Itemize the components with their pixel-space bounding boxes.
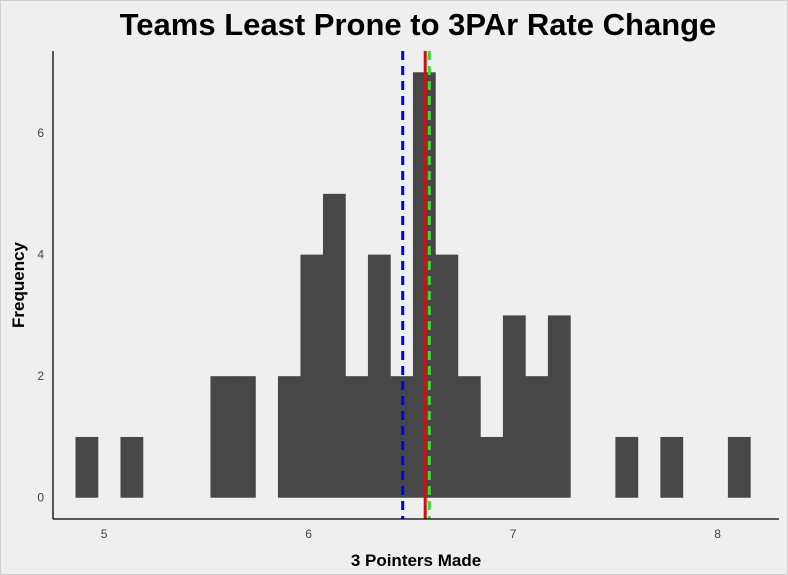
x-tick-label: 6 [305, 527, 312, 541]
histogram-bar-13 [457, 376, 481, 498]
histogram-bar-2 [120, 436, 144, 498]
reference-lines-group [401, 51, 431, 519]
histogram-bar-6 [300, 254, 324, 498]
y-tick-label: 2 [37, 369, 44, 383]
histogram-bar-9 [367, 254, 391, 498]
histogram-bar-20 [727, 436, 751, 498]
bars-group [75, 72, 751, 498]
y-tick-labels: 0 2 4 6 [37, 126, 44, 505]
histogram-bar-5 [277, 376, 301, 498]
histogram-bar-19 [660, 436, 684, 498]
x-tick-label: 7 [510, 527, 517, 541]
histogram-bar-15 [502, 315, 526, 498]
histogram-bar-14 [480, 436, 504, 498]
x-axis-title: 3 Pointers Made [351, 551, 481, 570]
histogram-bar-8 [345, 376, 369, 498]
chart-title: Teams Least Prone to 3PAr Rate Change [120, 7, 717, 42]
y-axis-title: Frequency [9, 241, 28, 328]
y-tick-label: 4 [37, 248, 44, 262]
histogram-bar-3 [210, 376, 234, 498]
x-tick-label: 8 [714, 527, 721, 541]
histogram-bar-1 [75, 436, 99, 498]
y-tick-label: 0 [37, 491, 44, 505]
x-tick-label: 5 [101, 527, 108, 541]
x-tick-labels: 5 6 7 8 [101, 527, 722, 541]
histogram-bar-18 [615, 436, 639, 498]
histogram-bar-17 [547, 315, 571, 498]
y-tick-label: 6 [37, 126, 44, 140]
histogram-bar-12 [435, 254, 459, 498]
histogram-bar-4 [232, 376, 256, 498]
histogram-bar-7 [322, 193, 346, 498]
histogram-bar-16 [525, 376, 549, 498]
histogram-bar-10 [390, 376, 414, 498]
